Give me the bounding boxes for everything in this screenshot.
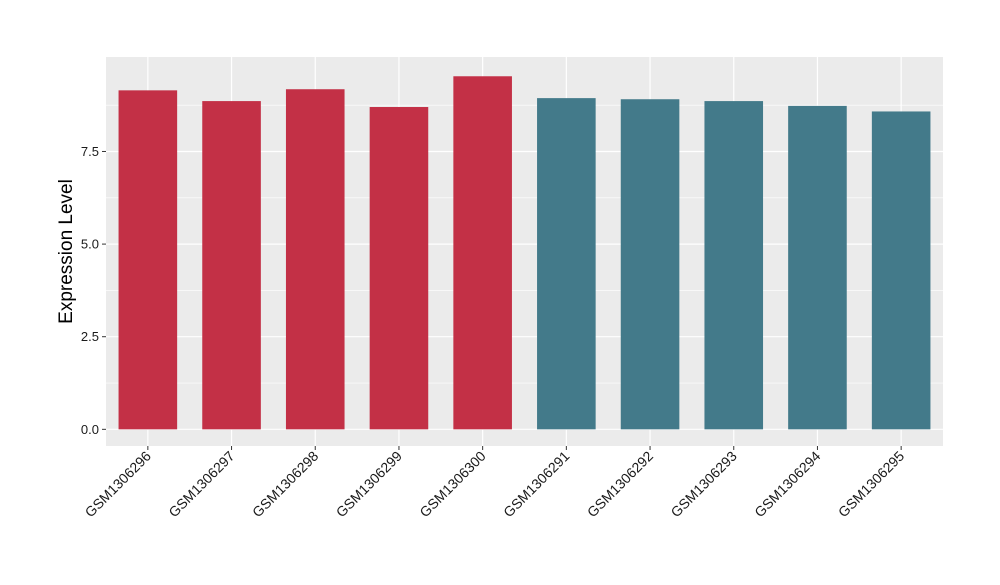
bar-gsm1306297: [202, 101, 261, 430]
x-tick-label: GSM1306291: [500, 448, 573, 521]
x-tick-label: GSM1306295: [835, 448, 908, 521]
x-tick-label: GSM1306298: [249, 448, 322, 521]
bar-gsm1306299: [369, 107, 429, 430]
x-tick-label: GSM1306300: [416, 448, 489, 521]
y-axis: 0.0 2.5 5.0 7.5: [81, 144, 106, 437]
bar-gsm1306296: [118, 90, 178, 430]
x-tick-label: GSM1306292: [584, 448, 657, 521]
bar-gsm1306293: [704, 101, 764, 430]
bar-gsm1306291: [537, 98, 596, 430]
x-tick-label: GSM1306299: [333, 448, 406, 521]
x-tick-label: GSM1306293: [667, 448, 740, 521]
x-tick-label: GSM1306297: [165, 448, 238, 521]
x-axis: GSM1306296 GSM1306297 GSM1306298 GSM1306299…: [82, 446, 908, 521]
bars: [118, 76, 931, 430]
y-axis-label: Expression Level: [56, 179, 77, 324]
y-tick-label: 2.5: [81, 329, 99, 344]
x-tick-label: GSM1306296: [82, 448, 155, 521]
x-tick-label: GSM1306294: [751, 448, 824, 521]
bar-gsm1306298: [285, 89, 345, 430]
bar-gsm1306294: [788, 105, 847, 430]
y-tick-label: 7.5: [81, 144, 99, 159]
bar-gsm1306295: [871, 111, 931, 430]
y-tick-label: 0.0: [81, 422, 99, 437]
y-tick-label: 5.0: [81, 237, 99, 252]
bar-gsm1306300: [453, 76, 512, 430]
bar-gsm1306292: [620, 99, 680, 430]
